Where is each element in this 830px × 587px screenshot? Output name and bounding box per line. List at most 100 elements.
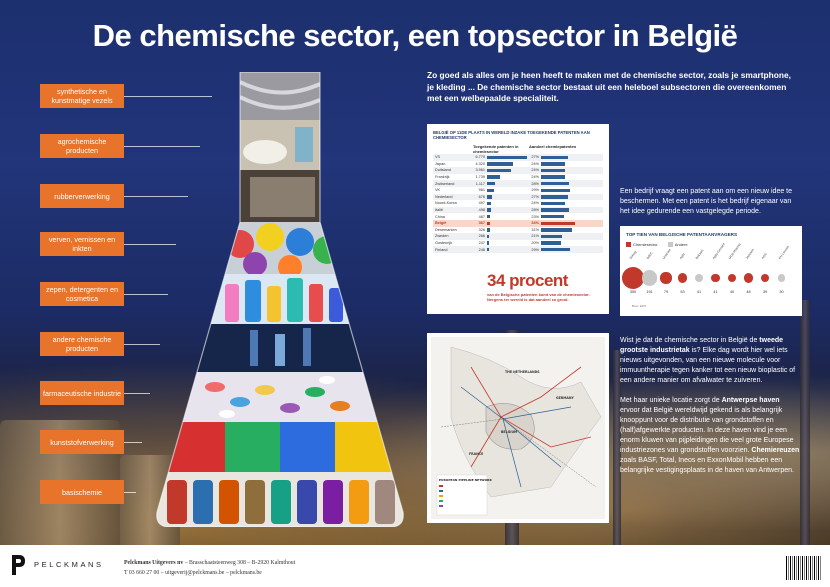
bubble-value: 41 [696,290,702,294]
patent-count: 1.739 [475,175,485,180]
patent-count: 246 [478,247,485,252]
top10-title: TOP TIEN VAN BELGISCHE PATENTAANVRAGERS [626,232,738,237]
bubble-mark [743,273,753,283]
top10-bubbles: Solvay 350 IMEC 191 Umicore 79 Agfa 53 Bekaert 41… [622,242,796,312]
patent-share: 28% [531,208,539,213]
category-label: synthetische en kunstmatige vezels [40,84,124,108]
patent-share: 20% [531,241,539,246]
patent-share: 24% [531,168,539,173]
legend-chem: Chemiesector [626,242,658,248]
connector-line [124,96,212,97]
patent-row: België 367 34% [433,219,603,227]
connector-line [124,492,136,493]
map-legend-title: EUROPEAN PIPELINE NETWORK [439,478,492,482]
patent-row: Nederland 676 27% [433,193,603,201]
country-name: China [435,214,445,219]
footer-address: Pelckmans Uitgevers nv – Brasschaatsteen… [124,560,295,566]
patent-share: 29% [531,188,539,193]
patent-row: China 467 23% [433,213,603,220]
patent-share: 31% [531,227,539,232]
bubble-label: Agfa [678,252,686,260]
patent-share: 34% [531,221,539,226]
country-name: Frankrijk [435,175,450,180]
share-bar [541,175,591,179]
patent-bar [487,221,529,225]
patent-row: VK 961 29% [433,187,603,194]
intro-text: Zo goed als alles om je heen heeft te ma… [427,70,791,103]
country-name: Noord-Korea [435,201,457,206]
bubble-mark [760,273,770,283]
patent-share: 27% [531,155,539,160]
patent-count: 498 [478,208,485,213]
pelckmans-logo-icon [12,555,25,575]
bubble-value: 191 [646,290,653,294]
share-bar [541,188,591,192]
patent-row: Denemarken 326 31% [433,227,603,234]
bubble-mark [694,273,704,283]
patent-bar [487,201,529,206]
share-bar [541,181,591,186]
patent-share: 28% [531,181,539,186]
refinery-tower [800,300,810,545]
patent-share: 23% [531,214,539,219]
connector-line [124,393,150,394]
patent-row: Italië 498 28% [433,206,603,214]
patent-card: BELGIË OP 11DE PLAATS IN WERELD INZAKE T… [427,124,609,314]
patent-count: 1.117 [475,181,485,186]
share-bar [541,168,591,173]
patent-count: 676 [478,194,485,199]
share-bar [541,234,591,239]
top10-source: Bron: EPO [632,304,647,308]
bubble-value: 48 [746,290,751,294]
industry-paragraph-2: Met haar unieke locatie zorgt de Antwerp… [620,396,800,476]
country-name: Denemarken [435,227,457,232]
patent-count: 4.320 [475,161,485,166]
map-label: THE NETHERLANDS [505,370,540,374]
share-bar [541,155,591,159]
patent-row: Frankrijk 1.739 24% [433,174,603,181]
patent-count: 3.961 [475,168,485,173]
big-percentage-caption: van de Belgische patenten komt van de ch… [487,292,590,302]
category-label: verven, vernissen en inkten [40,232,124,256]
bubble-value: 53 [680,290,685,294]
patent-share: 29% [531,247,539,252]
patent-count: 367 [478,221,485,226]
industry-text: Wist je dat de chemische sector in Belgi… [620,336,800,486]
patent-bar [487,241,529,245]
country-name: Italië [435,208,444,213]
patent-bar [487,175,529,179]
patent-card-title: BELGIË OP 11DE PLAATS IN WERELD INZAKE T… [433,130,590,140]
share-bar [541,201,591,206]
patent-count: 497 [478,201,485,206]
patent-table: VS 6.770 27% Japan 4.320 24% Duitsland 3.961 24%… [433,154,603,253]
category-label: agrochemische producten [40,134,124,158]
legend-other-label: Andere [674,242,688,247]
patent-bar [487,247,529,252]
text-span: Met haar unieke locatie zorgt de [620,397,722,404]
pipeline-map: THE NETHERLANDS GERMANY BELGIUM FRANCE E… [431,337,605,519]
patent-row: VS 6.770 27% [433,154,603,161]
patent-bar [487,155,529,159]
country-name: Nederland [435,194,453,199]
patent-bar [487,162,529,166]
bubble-mark [660,272,672,284]
patent-row: Oostenrijk 247 20% [433,240,603,247]
bubble-value: 39 [762,290,768,294]
text-bold: Antwerpse haven [721,397,780,404]
bubble-label: IMEC [645,251,654,260]
publisher-name: Pelckmans Uitgevers nv [124,560,184,566]
text-span: zoals BASF, Total, Ineos en ExxonMobil h… [620,457,794,474]
bubble-mark [711,273,720,283]
category-label: basischemie [40,480,124,504]
bubble-label: Bekaert [694,248,705,260]
patent-bar [487,214,529,219]
text-span: Wist je dat de chemische sector in Belgi… [620,337,760,344]
text-bold: Chemiereuzen [751,447,800,454]
top10-card: TOP TIEN VAN BELGISCHE PATENTAANVRAGERS … [620,226,802,316]
connector-line [124,344,160,345]
patent-col2-header: Aandeel chemiepatenten [529,144,577,149]
big-percentage: 34 procent [487,271,568,290]
map-label: BELGIUM [501,430,517,434]
country-name: Zwitserland [435,181,455,186]
connector-line [124,244,176,245]
